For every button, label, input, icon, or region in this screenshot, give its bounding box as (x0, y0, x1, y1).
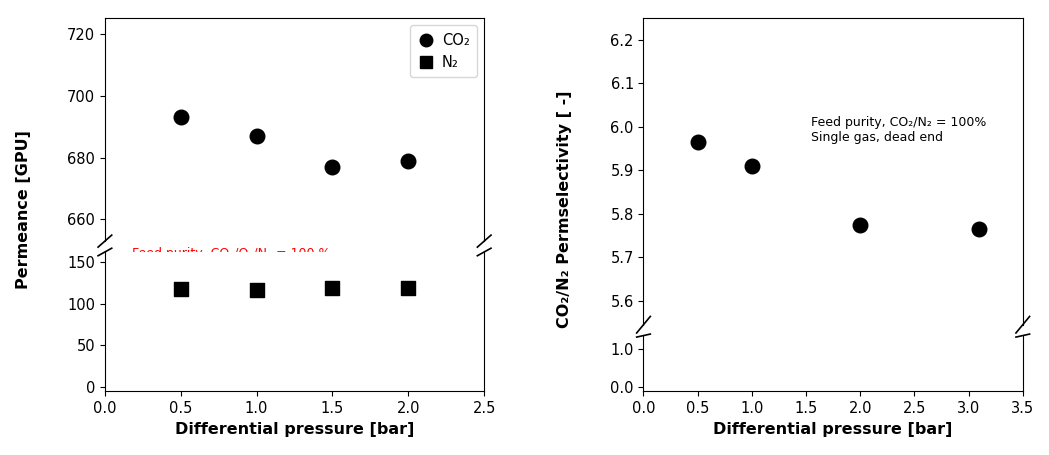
Point (249, 286, 265, 293)
Point (249, 132, 265, 140)
Point (744, 162, 761, 170)
Point (852, 162, 869, 169)
Point (689, 155, 706, 162)
Text: Feed purity, CO₂/O₂/N₂ = 100 %
Single gas, dead end: Feed purity, CO₂/O₂/N₂ = 100 % Single ga… (132, 248, 330, 275)
Text: Permeance [GPU]: Permeance [GPU] (16, 130, 30, 289)
Point (172, 285, 189, 292)
Point (400, 284, 416, 292)
Point (324, 284, 341, 292)
Point (852, 221, 869, 228)
Point (400, 157, 416, 164)
Point (689, 138, 706, 146)
Point (324, 163, 341, 171)
Point (971, 225, 988, 233)
Point (971, 162, 988, 170)
Text: CO₂/N₂ Permselectivity [ -]: CO₂/N₂ Permselectivity [ -] (557, 91, 572, 328)
X-axis label: Differential pressure [bar]: Differential pressure [bar] (713, 422, 952, 437)
Legend: CO₂, N₂: CO₂, N₂ (410, 25, 477, 77)
Point (744, 157, 761, 164)
Text: Feed purity, CO₂/N₂ = 100%
Single gas, dead end: Feed purity, CO₂/N₂ = 100% Single gas, d… (812, 116, 987, 144)
Point (172, 114, 189, 121)
X-axis label: Differential pressure [bar]: Differential pressure [bar] (175, 422, 414, 437)
